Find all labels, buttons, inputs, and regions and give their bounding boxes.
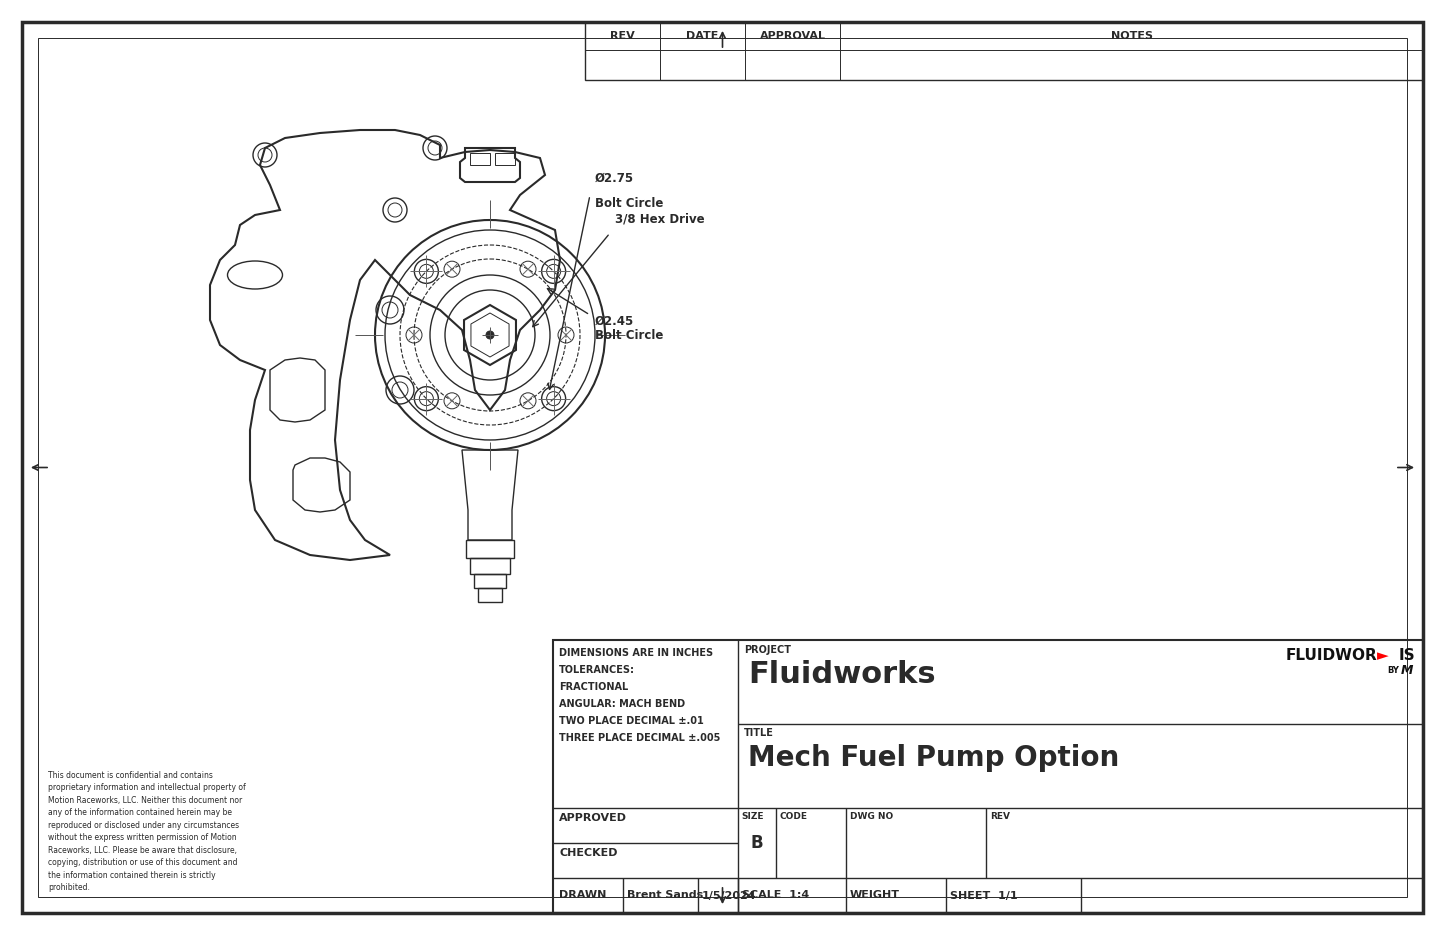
Text: 3/8 Hex Drive: 3/8 Hex Drive <box>616 212 705 225</box>
Text: PROJECT: PROJECT <box>744 645 790 655</box>
Text: SIZE: SIZE <box>741 812 763 821</box>
Text: Bolt Circle: Bolt Circle <box>595 197 663 210</box>
Text: Fluidworks: Fluidworks <box>749 660 935 689</box>
Text: WEIGHT: WEIGHT <box>850 890 900 900</box>
Text: REV: REV <box>610 31 634 41</box>
Text: FLUIDWOR: FLUIDWOR <box>1285 648 1377 663</box>
Text: DIMENSIONS ARE IN INCHES: DIMENSIONS ARE IN INCHES <box>559 648 714 658</box>
Bar <box>470 153 490 165</box>
Text: DWG NO: DWG NO <box>850 812 893 821</box>
Text: DRAWN: DRAWN <box>559 890 607 900</box>
Text: FRACTIONAL: FRACTIONAL <box>559 682 629 692</box>
Bar <box>553 640 1423 913</box>
Text: IS: IS <box>1399 648 1416 663</box>
Text: REV: REV <box>990 812 1010 821</box>
Text: ►: ► <box>1377 648 1389 663</box>
Text: Mech Fuel Pump Option: Mech Fuel Pump Option <box>749 744 1120 772</box>
Text: NOTES: NOTES <box>1111 31 1153 41</box>
Text: TOLERANCES:: TOLERANCES: <box>559 665 634 675</box>
Text: Ø2.45: Ø2.45 <box>595 315 634 328</box>
Text: CHECKED: CHECKED <box>559 848 617 858</box>
Text: DATE: DATE <box>686 31 718 41</box>
Text: APPROVAL: APPROVAL <box>760 31 825 41</box>
Text: Bolt Circle: Bolt Circle <box>595 329 663 342</box>
Text: Brent Sands: Brent Sands <box>627 890 704 900</box>
Bar <box>465 540 514 558</box>
Text: M: M <box>1402 664 1413 677</box>
Bar <box>478 588 501 602</box>
Text: SHEET  1/1: SHEET 1/1 <box>949 890 1017 900</box>
Text: CODE: CODE <box>780 812 808 821</box>
Text: BY: BY <box>1387 666 1399 675</box>
Text: THREE PLACE DECIMAL ±.005: THREE PLACE DECIMAL ±.005 <box>559 733 721 743</box>
Text: B: B <box>751 834 763 852</box>
Bar <box>496 153 514 165</box>
Text: SCALE  1:4: SCALE 1:4 <box>741 890 809 900</box>
Text: APPROVED: APPROVED <box>559 813 627 823</box>
Ellipse shape <box>486 331 494 339</box>
Text: TITLE: TITLE <box>744 728 775 738</box>
Text: 1/5/2024: 1/5/2024 <box>702 890 757 900</box>
Bar <box>585 22 1423 80</box>
Text: TWO PLACE DECIMAL ±.01: TWO PLACE DECIMAL ±.01 <box>559 716 704 726</box>
Bar <box>474 574 506 588</box>
Text: Ø2.75: Ø2.75 <box>595 172 634 185</box>
Bar <box>470 558 510 574</box>
Text: This document is confidential and contains
proprietary information and intellect: This document is confidential and contai… <box>48 770 246 892</box>
Text: ANGULAR: MACH BEND: ANGULAR: MACH BEND <box>559 699 685 709</box>
